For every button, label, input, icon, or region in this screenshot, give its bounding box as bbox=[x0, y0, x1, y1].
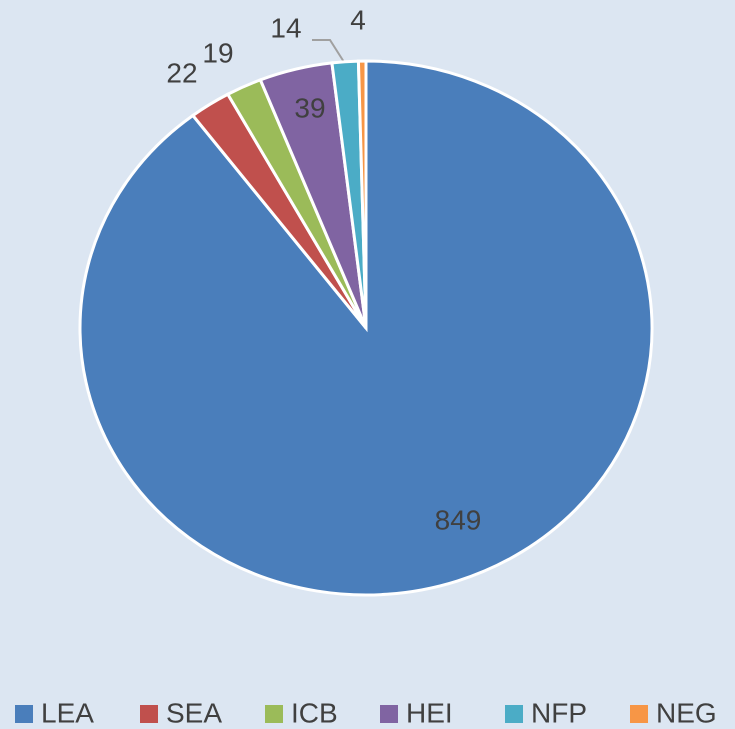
legend-swatch bbox=[630, 705, 648, 723]
pie-slice bbox=[356, 59, 368, 329]
legend-label: NFP bbox=[531, 697, 587, 728]
legend-swatch bbox=[140, 705, 158, 723]
data-label: 39 bbox=[294, 92, 325, 123]
data-label: 4 bbox=[350, 4, 366, 35]
legend-label: LEA bbox=[41, 697, 94, 728]
data-label: 14 bbox=[270, 12, 301, 43]
legend-label: ICB bbox=[291, 697, 338, 728]
data-label: 22 bbox=[166, 57, 197, 88]
data-label: 849 bbox=[435, 504, 482, 535]
legend-label: NEG bbox=[656, 697, 717, 728]
legend-swatch bbox=[505, 705, 523, 723]
legend-swatch bbox=[380, 705, 398, 723]
legend-label: SEA bbox=[166, 697, 222, 728]
legend-label: HEI bbox=[406, 697, 453, 728]
legend-swatch bbox=[15, 705, 33, 723]
data-label: 19 bbox=[202, 37, 233, 68]
legend-swatch bbox=[265, 705, 283, 723]
leader-line bbox=[312, 39, 345, 63]
